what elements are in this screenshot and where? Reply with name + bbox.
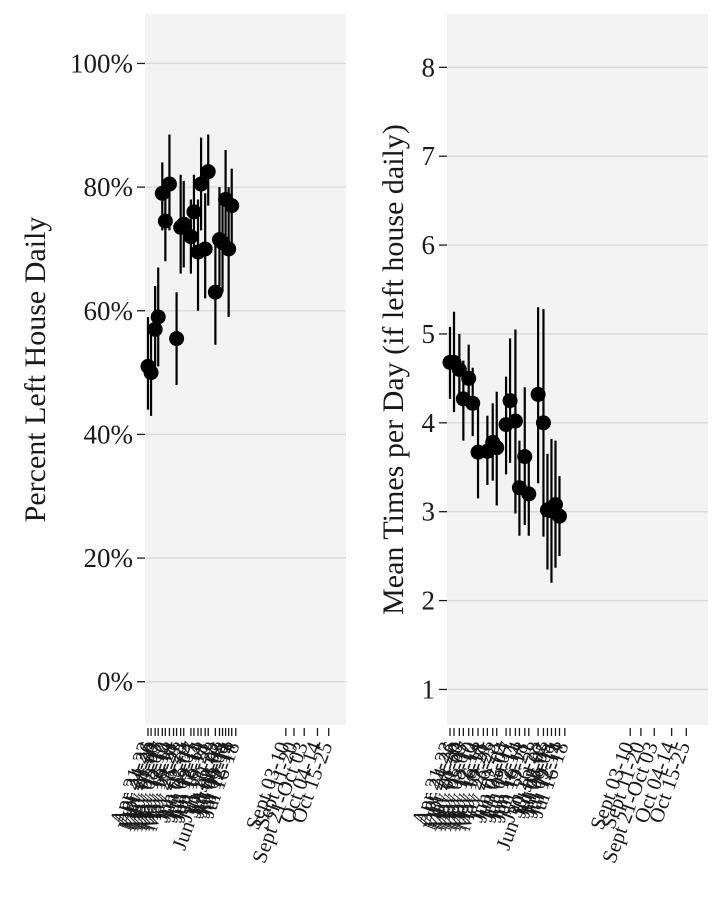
chart-panel-2: 1 2 3 4 5 6 7 8 Mean Times per Day (if left hous…	[377, 14, 708, 866]
y-tick-label: 100%	[70, 48, 133, 78]
plot-background	[447, 14, 708, 725]
data-point	[502, 393, 518, 409]
data-point	[517, 449, 533, 465]
chart-panel-1: 0% 20% 40% 60% 80% 100% Percent Left House Dai…	[19, 14, 346, 866]
plot-background	[145, 14, 346, 725]
y-tick-label: 1	[422, 674, 436, 704]
y-tick-label: 80%	[84, 172, 134, 202]
y-tick-label: 3	[422, 497, 436, 527]
y-tick-label: 5	[422, 319, 436, 349]
data-point	[150, 309, 166, 325]
y-tick-label: 7	[422, 141, 436, 171]
data-point	[521, 486, 537, 502]
y-tick-label: 60%	[84, 296, 134, 326]
data-point	[200, 164, 216, 180]
data-point	[535, 415, 551, 431]
y-axis-title: Percent Left House Daily	[19, 217, 52, 523]
data-point	[507, 413, 523, 429]
data-point	[186, 204, 202, 220]
data-point	[143, 365, 159, 381]
data-point	[157, 213, 173, 229]
data-point	[489, 440, 505, 456]
y-axis-title: Mean Times per Day (if left house daily)	[377, 124, 410, 615]
data-point	[161, 176, 177, 192]
data-point	[530, 386, 546, 402]
data-point	[224, 198, 240, 214]
data-point	[465, 395, 481, 411]
data-point	[461, 370, 477, 386]
y-tick-label: 40%	[84, 419, 134, 449]
data-point	[197, 241, 213, 257]
y-tick-label: 6	[422, 230, 436, 260]
y-tick-label: 20%	[84, 543, 134, 573]
data-point	[551, 508, 567, 524]
y-tick-label: 8	[422, 52, 436, 82]
data-point	[221, 241, 237, 257]
y-tick-label: 2	[422, 586, 436, 616]
y-tick-label: 0%	[97, 667, 133, 697]
data-point	[193, 176, 209, 192]
data-point	[176, 216, 192, 232]
data-point	[183, 229, 199, 245]
data-point	[169, 331, 185, 347]
y-tick-label: 4	[422, 408, 436, 438]
data-point	[207, 284, 223, 300]
